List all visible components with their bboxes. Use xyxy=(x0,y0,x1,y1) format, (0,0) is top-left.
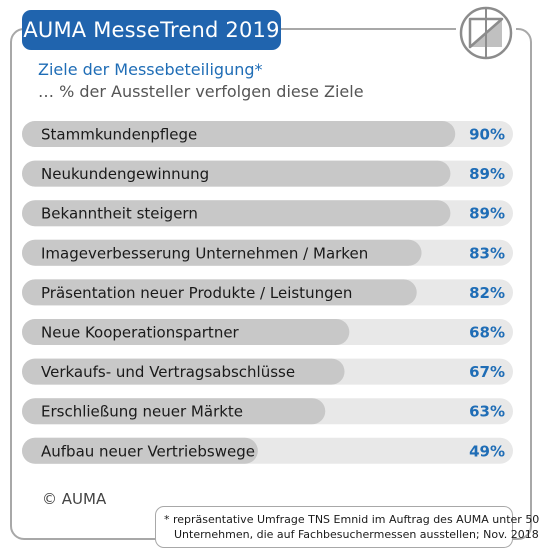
value-label: 63% xyxy=(469,403,505,421)
value-label: 89% xyxy=(469,165,505,183)
bar xyxy=(22,437,258,464)
copyright-text: © AUMA xyxy=(42,490,107,508)
category-label: Bekanntheit steigern xyxy=(41,205,198,223)
bar xyxy=(22,319,350,345)
bar xyxy=(22,200,451,227)
footnote-line-1: * repräsentative Umfrage TNS Emnid im Au… xyxy=(164,513,540,526)
category-label: Stammkundenpflege xyxy=(41,126,197,144)
footnote: * repräsentative Umfrage TNS Emnid im Au… xyxy=(155,506,540,548)
bar xyxy=(22,160,451,187)
category-label: Neukundengewinnung xyxy=(41,165,209,183)
category-label: Verkaufs- und Vertragsabschlüsse xyxy=(41,363,295,381)
value-label: 67% xyxy=(469,363,505,381)
auma-logo-icon xyxy=(456,4,516,62)
bar xyxy=(22,239,422,266)
bar xyxy=(22,398,326,425)
value-label: 68% xyxy=(469,324,505,342)
bar xyxy=(22,358,345,385)
bar xyxy=(22,279,417,306)
chart-subtitle: … % der Aussteller verfolgen diese Ziele xyxy=(38,82,364,101)
chart-title: Ziele der Messebeteiligung* xyxy=(38,60,263,79)
value-label: 49% xyxy=(469,442,505,460)
category-label: Aufbau neuer Vertriebswege xyxy=(41,442,255,460)
value-label: 89% xyxy=(469,205,505,223)
value-label: 90% xyxy=(469,126,505,144)
page-title: AUMA MesseTrend 2019 xyxy=(22,10,281,50)
footnote-line-2: Unternehmen, die auf Fachbesuchermessen … xyxy=(174,528,539,541)
value-label: 82% xyxy=(469,284,505,302)
category-label: Erschließung neuer Märkte xyxy=(41,403,243,421)
value-label: 83% xyxy=(469,244,505,262)
category-label: Neue Kooperationspartner xyxy=(41,324,240,342)
category-label: Imageverbesserung Unternehmen / Marken xyxy=(41,244,368,262)
bar xyxy=(22,121,456,147)
category-label: Präsentation neuer Produkte / Leistungen xyxy=(41,284,352,302)
